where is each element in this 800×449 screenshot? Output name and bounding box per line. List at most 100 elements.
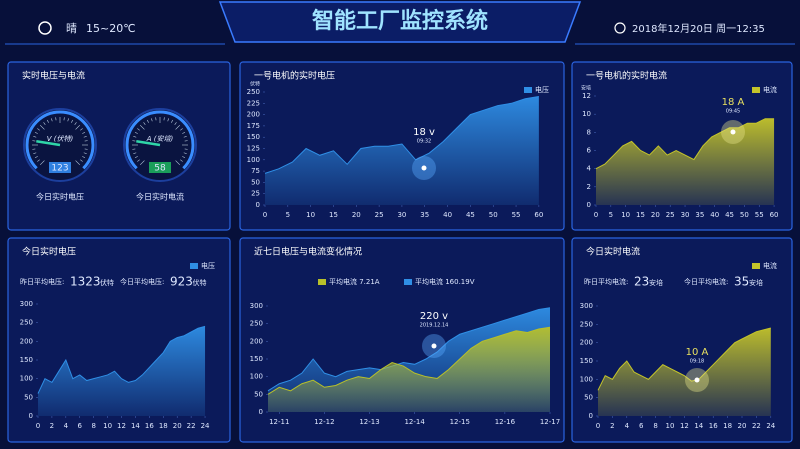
- y-tick-label: 0: [259, 408, 263, 416]
- gauge-tick: [33, 152, 37, 154]
- sun-icon: [38, 21, 52, 35]
- stat-value: 923: [170, 275, 193, 289]
- gauge-value-box: [149, 162, 171, 173]
- stat-label: 昨日平均电压:: [20, 277, 64, 286]
- x-tick-label: 16: [145, 422, 154, 430]
- gauge-tick: [137, 159, 140, 162]
- y-tick-label: 4: [587, 165, 592, 173]
- gauge-tick: [139, 124, 145, 130]
- legend-swatch: [190, 263, 198, 269]
- x-tick-label: 5: [609, 211, 613, 219]
- weather: 晴: [66, 22, 77, 35]
- annotation-time: 09:18: [690, 359, 704, 365]
- x-tick-label: 20: [651, 211, 660, 219]
- gauge-value: 123: [51, 164, 68, 174]
- gauge-tick: [182, 156, 186, 158]
- y-tick-label: 300: [250, 302, 263, 310]
- gauge-tick: [67, 118, 69, 122]
- clock-icon: [614, 22, 626, 34]
- gauge-tick: [37, 128, 40, 131]
- y-tick-label: 175: [247, 122, 260, 130]
- gauge-tick: [75, 160, 81, 166]
- legend-swatch: [404, 279, 412, 285]
- y-tick-label: 200: [247, 111, 260, 119]
- gauge-tick: [34, 156, 38, 158]
- stat-unit: 伏特: [100, 278, 114, 287]
- legend-swatch: [752, 263, 760, 269]
- x-tick-label: 60: [770, 211, 779, 219]
- x-tick-label: 8: [653, 422, 657, 430]
- area: [38, 326, 206, 416]
- panel: [7, 61, 231, 231]
- gauge-tick: [134, 156, 138, 158]
- gauge-arc: [25, 110, 95, 170]
- x-tick-label: 30: [681, 211, 690, 219]
- gauge-tick: [39, 160, 45, 166]
- x-tick-label: 55: [755, 211, 764, 219]
- gauge-tick: [47, 119, 49, 123]
- x-tick-label: 0: [263, 211, 267, 219]
- stat-label: 今日平均电压:: [120, 277, 164, 286]
- y-tick-label: 0: [29, 412, 33, 420]
- x-tick-label: 12: [680, 422, 689, 430]
- x-tick-label: 55: [512, 211, 521, 219]
- y-tick-label: 50: [251, 178, 260, 186]
- y-tick-label: 150: [250, 355, 263, 363]
- y-tick-label: 0: [256, 201, 260, 209]
- gauge-tick: [75, 124, 81, 130]
- y-tick-label: 150: [580, 357, 593, 365]
- panel-title: 一号电机的实时电流: [586, 70, 667, 82]
- x-tick-label: 10: [621, 211, 630, 219]
- gauge-unit: A (安培): [146, 135, 174, 143]
- panel-title: 今日实时电压: [22, 246, 76, 258]
- x-tick-label: 10: [306, 211, 315, 219]
- gauge-needle: [36, 140, 61, 147]
- x-tick-label: 5: [286, 211, 290, 219]
- x-tick-label: 22: [187, 422, 196, 430]
- x-tick-label: 0: [596, 422, 600, 430]
- gauge-tick: [143, 122, 146, 125]
- x-tick-label: 25: [666, 211, 675, 219]
- y-tick-label: 200: [20, 337, 33, 345]
- y-tick-label: 0: [587, 201, 591, 209]
- x-tick-label: 12-11: [269, 418, 289, 426]
- y-tick-label: 8: [587, 128, 591, 136]
- gauge-tick: [43, 122, 46, 125]
- x-tick-label: 12-16: [495, 418, 516, 426]
- gauge-value-box: [49, 162, 71, 173]
- temperature: 15~20℃: [86, 22, 136, 35]
- x-tick-label: 22: [752, 422, 761, 430]
- y-tick-label: 75: [251, 167, 260, 175]
- x-tick-label: 12-12: [314, 418, 334, 426]
- gauge-tick: [33, 136, 37, 138]
- x-tick-label: 16: [709, 422, 718, 430]
- highlight-dot: [694, 377, 700, 383]
- x-tick-label: 20: [352, 211, 361, 219]
- x-tick-label: 4: [625, 422, 630, 430]
- legend-label: 电压: [535, 85, 549, 94]
- x-tick-label: 50: [740, 211, 749, 219]
- gauge-caption: 今日实时电流: [136, 192, 184, 202]
- y-tick-label: 225: [247, 99, 260, 107]
- line: [267, 307, 551, 392]
- y-tick-label: 150: [20, 356, 33, 364]
- x-tick-label: 20: [173, 422, 182, 430]
- legend-swatch: [318, 279, 326, 285]
- x-tick-label: 40: [443, 211, 452, 219]
- gauge-tick: [171, 119, 173, 123]
- gauge-tick: [134, 132, 138, 134]
- line: [37, 325, 206, 394]
- y-tick-label: 150: [247, 133, 260, 141]
- gauge-tick: [82, 156, 86, 158]
- gauge-tick: [34, 132, 38, 134]
- x-tick-label: 60: [534, 211, 543, 219]
- y-tick-label: 6: [587, 147, 592, 155]
- x-tick-label: 24: [201, 422, 210, 430]
- x-tick-label: 15: [329, 211, 338, 219]
- y-tick-label: 200: [250, 337, 263, 345]
- annotation-value: 18 v: [413, 127, 435, 138]
- y-tick-label: 300: [580, 302, 593, 310]
- stat-unit: 安培: [649, 278, 663, 287]
- gauge-tick: [183, 136, 187, 138]
- y-tick-label: 50: [24, 393, 33, 401]
